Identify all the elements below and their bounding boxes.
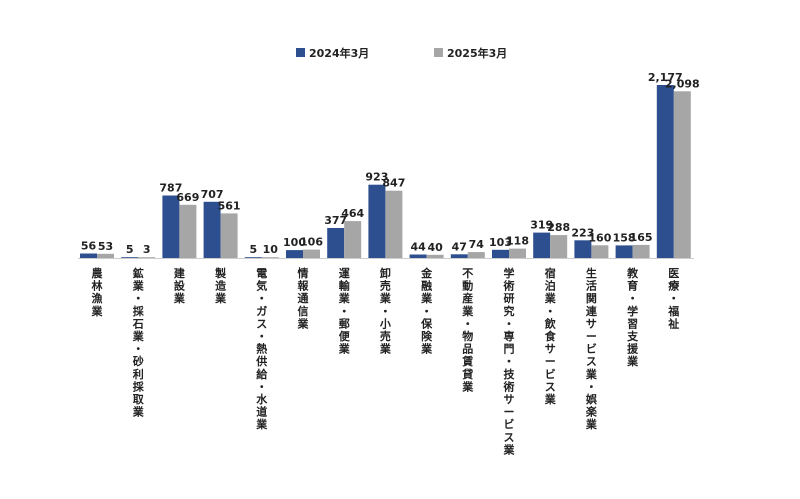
category-label-6: 運輸業・郵便業 [338,267,351,356]
category-label-12: 生活関連サービス業・娯楽業 [585,266,598,431]
category-label-5: 情報通信業 [297,266,310,330]
bar-s2-10 [509,248,526,258]
bar-s2-9 [467,252,485,258]
value-label-s2-7: 847 [382,177,405,190]
category-label-7: 卸売業・小売業 [379,266,392,356]
bar-s2-8 [426,254,444,258]
bar-s2-3 [220,213,238,258]
value-label-s2-10: 118 [506,235,529,248]
bar-s1-12 [574,240,592,258]
bar-s1-14 [656,85,674,258]
category-labels: 農林漁業 鉱業・採石業・砂利採取業 建設業 製造業 電気・ガス・熱供給・水道業 情報通信業… [91,266,681,456]
category-label-9: 不動産業・物品賃貸業 [461,267,474,393]
value-label-s1-12: 223 [571,226,594,239]
bar-s1-7 [368,184,386,258]
category-label-0: 農林漁業 [91,266,104,318]
bar-s2-0 [97,253,114,258]
value-label-s1-11: 319 [530,219,553,232]
bar-s1-10 [492,249,509,258]
bars [78,85,694,259]
value-label-s1-1: 5 [126,243,134,256]
value-label-s2-0: 53 [98,240,113,253]
category-label-13: 教育・学習支援業 [626,266,639,368]
bar-s1-6 [327,228,345,258]
value-label-s2-2: 669 [176,191,199,204]
value-label-s1-9: 47 [452,240,467,253]
legend-swatch-1 [296,48,305,57]
legend: 2024年3月 2025年3月 [296,46,507,60]
value-label-s2-1: 3 [143,243,151,256]
bar-s1-4 [244,257,262,258]
legend-label-1: 2024年3月 [309,46,369,60]
value-label-s1-8: 44 [410,241,426,254]
value-label-s1-4: 5 [249,243,257,256]
bar-s1-9 [450,254,468,258]
category-label-4: 電気・ガス・熱供給・水道業 [255,267,268,431]
bar-s1-3 [203,201,221,258]
bar-s2-7 [385,190,403,258]
category-label-2: 建設業 [173,266,186,305]
bar-s1-5 [286,250,303,258]
bar-s2-2 [179,204,197,258]
value-label-s2-14: 2,098 [665,77,700,90]
value-label-s1-7: 923 [365,171,388,184]
bar-s2-13 [632,244,650,258]
category-label-3: 製造業 [214,266,227,305]
value-label-s2-11: 288 [547,221,570,234]
value-label-s1-10: 103 [489,236,512,249]
bar-s1-2 [162,195,180,258]
value-label-s2-8: 40 [427,241,443,254]
bar-s1-11 [533,232,551,258]
value-label-s1-13: 158 [613,231,636,244]
value-label-s2-5: 106 [300,236,323,249]
bar-s2-11 [550,235,568,258]
bar-s2-4 [261,257,279,258]
value-label-s2-6: 464 [341,207,364,220]
category-label-1: 鉱業・採石業・砂利採取業 [132,266,145,419]
value-label-s1-14: 2,177 [648,71,683,84]
category-label-10: 学術研究・専門・技術サービス業 [503,266,516,456]
legend-swatch-2 [434,48,443,57]
category-label-8: 金融業・保険業 [420,266,433,356]
value-label-s2-12: 160 [588,231,611,244]
value-label-s2-9: 74 [469,238,485,251]
value-label-s1-5: 100 [283,236,306,249]
value-label-s2-13: 165 [630,231,653,244]
bar-s1-0 [80,253,97,258]
value-label-s1-6: 377 [324,214,347,227]
bar-s1-13 [615,245,633,258]
bar-s2-1 [138,257,156,258]
bar-s2-6 [344,221,362,258]
value-label-s1-2: 787 [159,182,182,195]
category-label-14: 医療・福祉 [667,267,680,330]
bar-s1-1 [121,257,139,258]
category-label-11: 宿泊業・飲食サービス業 [544,266,557,406]
bar-s2-14 [673,91,691,258]
legend-label-2: 2025年3月 [447,46,507,60]
value-label-s2-3: 561 [218,199,241,212]
value-label-s2-4: 10 [263,243,279,256]
bar-s2-5 [303,249,320,258]
bar-s2-12 [591,245,609,258]
bar-s1-8 [409,254,427,258]
value-label-s1-3: 707 [201,188,224,201]
value-label-s1-0: 56 [81,240,97,253]
